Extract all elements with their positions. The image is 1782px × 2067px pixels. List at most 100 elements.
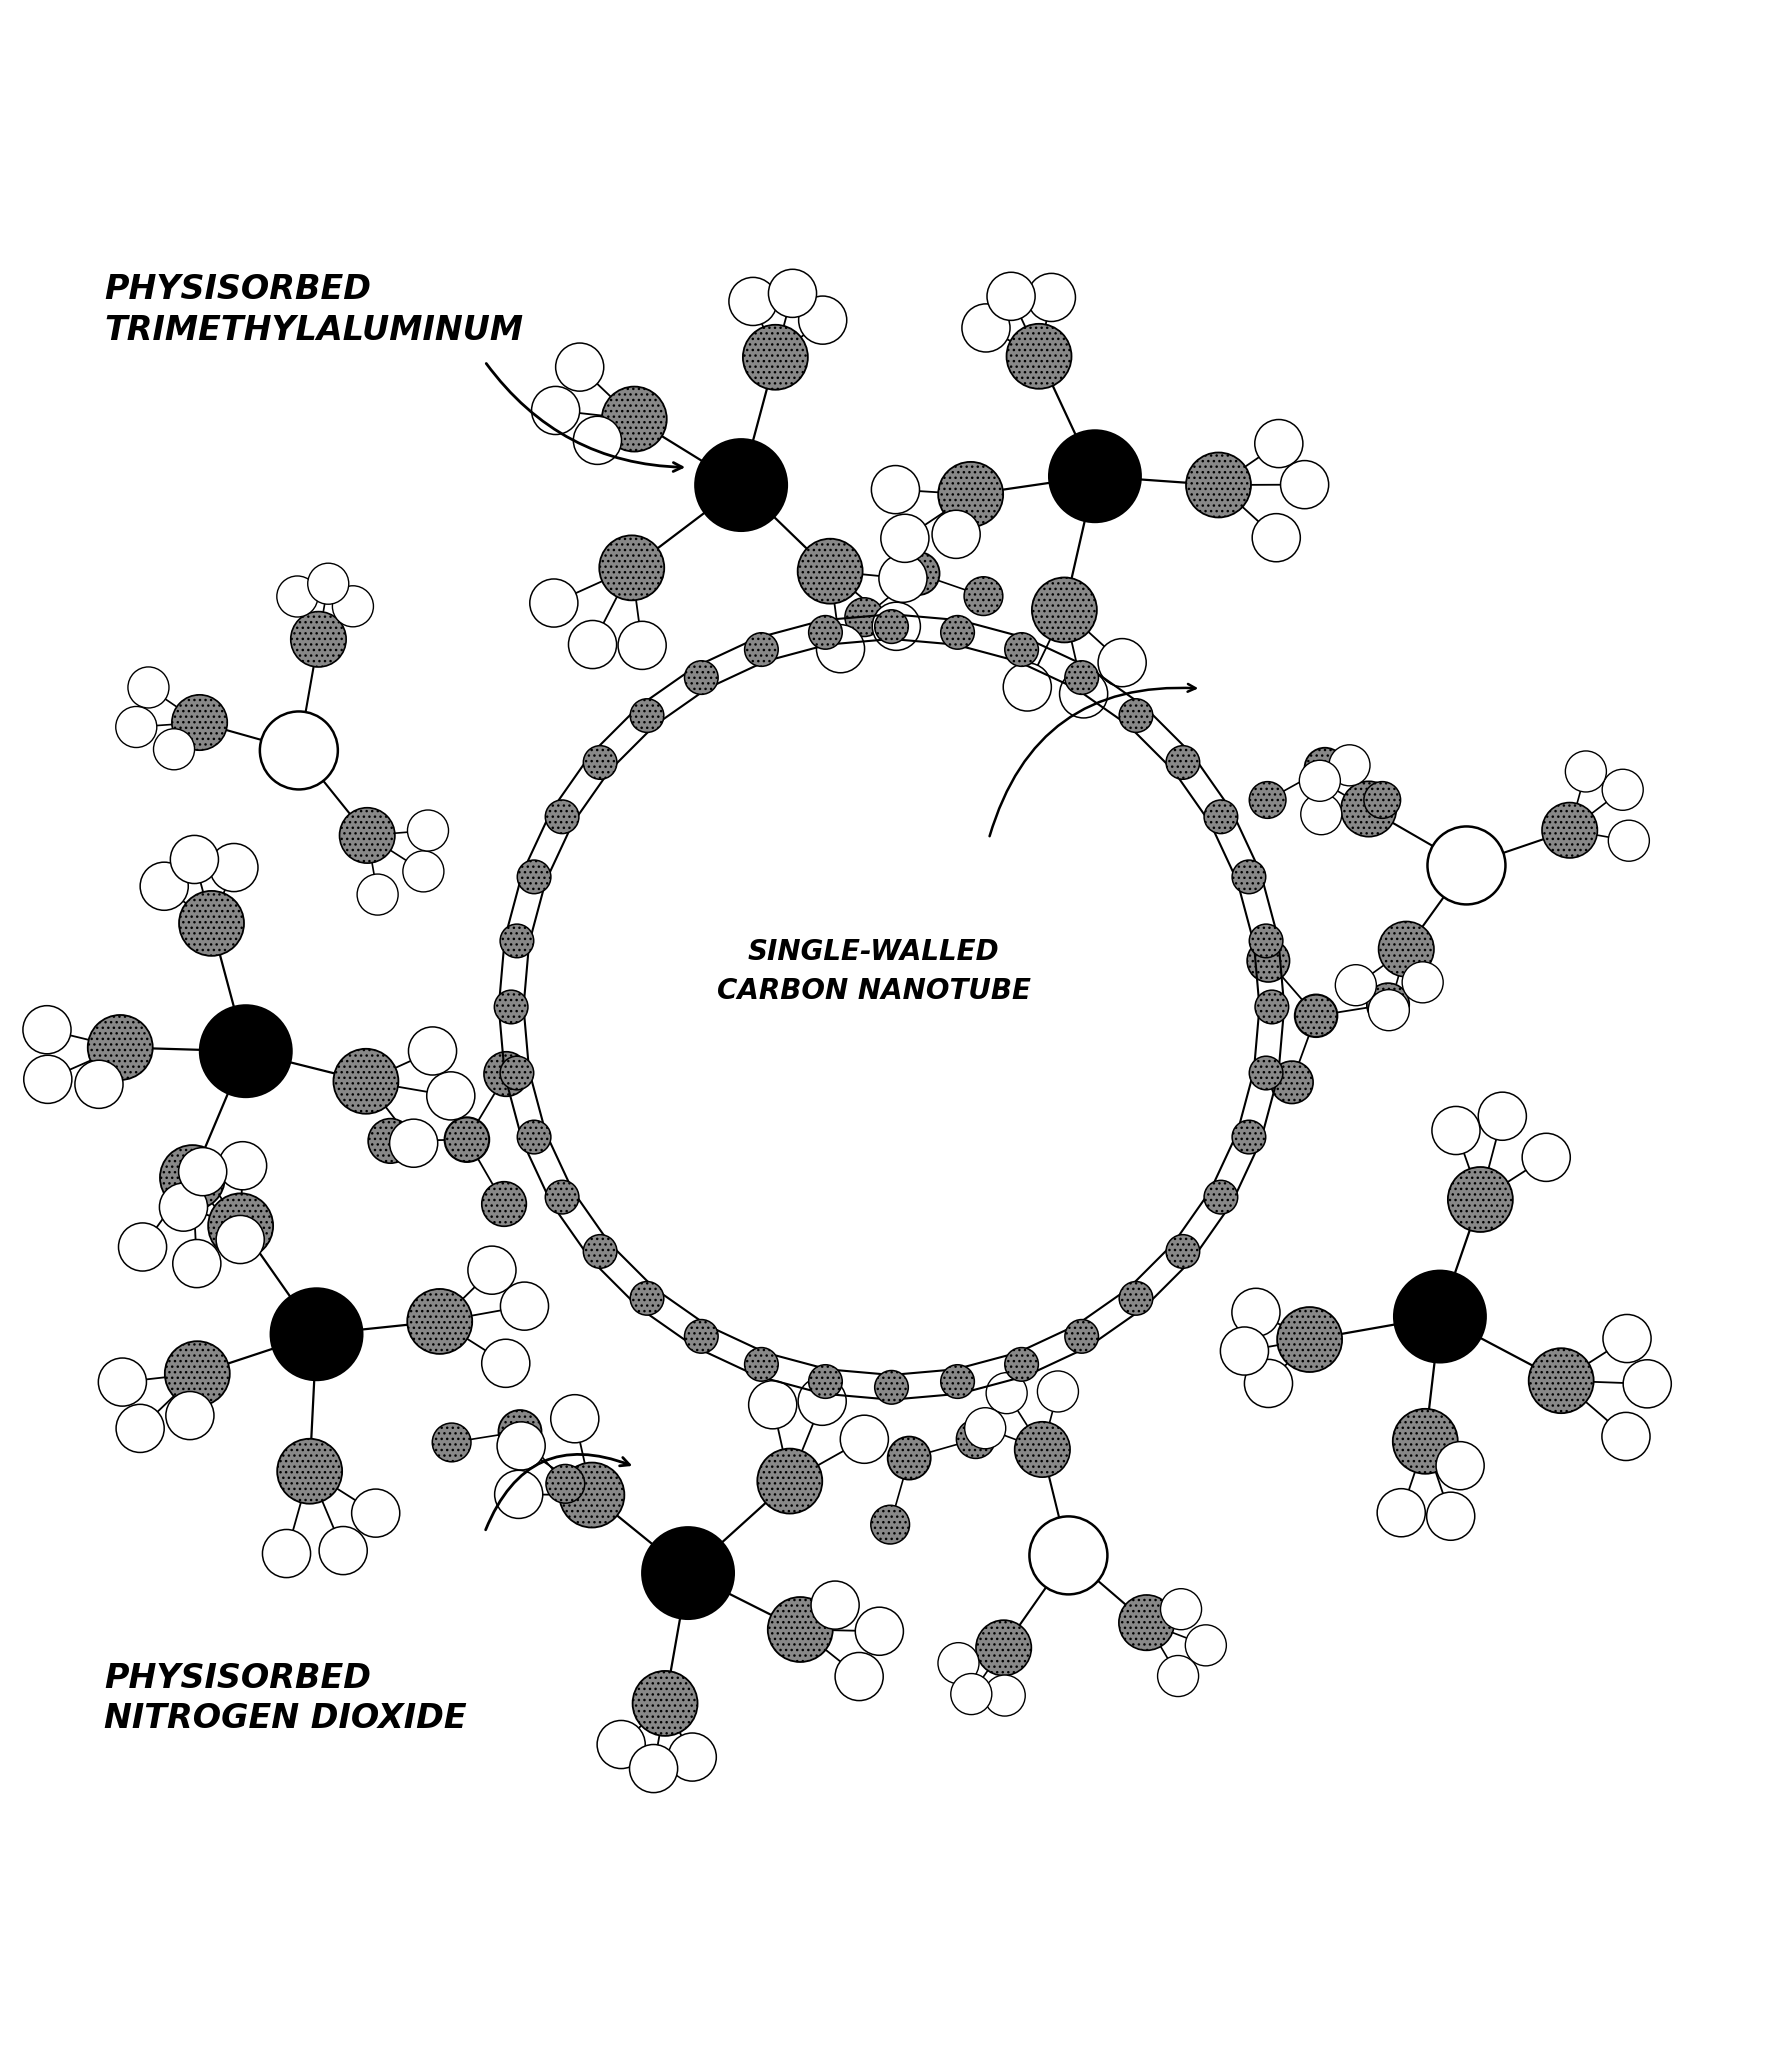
Circle shape [642,1528,734,1618]
Circle shape [834,1652,882,1701]
Circle shape [1157,1656,1198,1697]
Circle shape [271,1288,362,1381]
Circle shape [1165,1234,1199,1269]
Circle shape [1231,1120,1265,1153]
Circle shape [408,810,449,852]
Circle shape [1160,1590,1201,1629]
Circle shape [618,622,666,670]
Circle shape [1219,1327,1267,1375]
Circle shape [875,610,907,643]
Circle shape [985,1372,1026,1414]
Circle shape [1119,1282,1153,1315]
Circle shape [1477,1091,1525,1141]
Circle shape [1231,860,1265,893]
Circle shape [1279,461,1328,508]
Circle shape [426,1073,474,1120]
Circle shape [1064,661,1098,695]
Circle shape [171,695,226,750]
Circle shape [811,1581,859,1629]
Circle shape [494,990,527,1023]
Circle shape [160,1145,225,1209]
Circle shape [1032,577,1096,643]
Circle shape [768,269,816,318]
Circle shape [1607,821,1648,862]
Circle shape [481,1182,526,1226]
Circle shape [1394,1271,1484,1362]
Circle shape [937,461,1003,527]
Circle shape [178,891,244,955]
Circle shape [1185,453,1251,517]
Circle shape [1363,781,1401,819]
Circle shape [200,1005,290,1098]
Circle shape [1059,670,1107,717]
Circle shape [695,440,786,531]
Circle shape [499,1056,533,1089]
Circle shape [153,730,194,769]
Circle shape [408,1027,456,1075]
Circle shape [964,577,1001,616]
Circle shape [798,1377,846,1426]
Circle shape [839,1416,887,1463]
Circle shape [467,1246,515,1294]
Circle shape [1028,1517,1107,1594]
Circle shape [1007,325,1071,389]
Circle shape [1435,1441,1483,1490]
Circle shape [845,597,884,637]
Circle shape [499,1410,542,1453]
Circle shape [1602,1315,1650,1362]
Circle shape [356,874,397,916]
Circle shape [333,1048,397,1114]
Circle shape [1014,1422,1069,1478]
Circle shape [219,1141,267,1191]
Circle shape [23,1007,71,1054]
Circle shape [166,1391,214,1439]
Circle shape [1098,639,1146,686]
Circle shape [729,277,777,325]
Circle shape [1541,802,1597,858]
Circle shape [745,633,777,666]
Circle shape [164,1341,230,1406]
Circle shape [745,1348,777,1381]
Circle shape [768,1598,832,1662]
Circle shape [556,343,604,391]
Circle shape [208,1193,273,1259]
Circle shape [390,1118,437,1168]
Circle shape [1276,1306,1342,1372]
Circle shape [871,601,920,651]
Circle shape [1119,1596,1174,1649]
Circle shape [1119,699,1153,732]
Circle shape [855,1608,903,1656]
Circle shape [501,1282,549,1331]
Circle shape [941,1364,973,1399]
Circle shape [1203,1180,1237,1213]
Circle shape [871,465,920,515]
Circle shape [629,699,663,732]
Circle shape [629,1745,677,1792]
Circle shape [319,1528,367,1575]
Circle shape [1527,1348,1593,1414]
Circle shape [896,552,939,595]
Circle shape [950,1674,991,1716]
Circle shape [499,924,533,957]
Circle shape [1401,961,1442,1002]
Circle shape [1367,984,1408,1025]
Circle shape [87,1015,153,1079]
Circle shape [128,668,169,709]
Circle shape [1522,1133,1570,1182]
Circle shape [290,612,346,668]
Circle shape [517,1120,551,1153]
Circle shape [1377,922,1433,978]
Circle shape [483,1052,527,1096]
Text: SINGLE-WALLED
CARBON NANOTUBE: SINGLE-WALLED CARBON NANOTUBE [716,938,1030,1005]
Circle shape [331,585,372,626]
FancyArrowPatch shape [989,684,1196,837]
Circle shape [1565,750,1606,792]
Circle shape [1447,1168,1511,1232]
Circle shape [1203,800,1237,833]
Circle shape [75,1060,123,1108]
Circle shape [494,1470,542,1519]
Circle shape [574,415,622,465]
Circle shape [159,1182,207,1232]
Circle shape [975,1621,1030,1676]
Circle shape [171,835,219,883]
